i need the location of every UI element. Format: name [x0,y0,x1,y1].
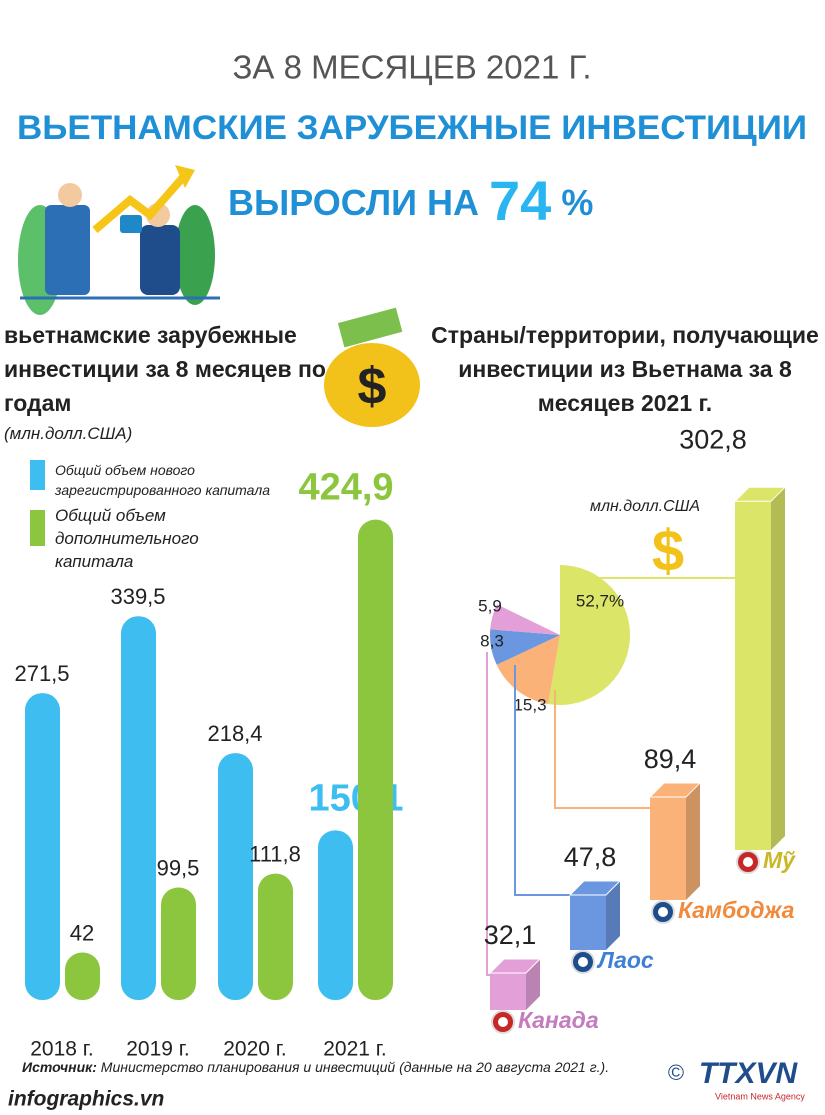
source-text: Министерство планирования и инвестиций (… [101,1059,609,1075]
bar-side-shade [686,783,700,900]
value-label: 42 [70,920,94,945]
legend-swatch [30,460,45,490]
value-label: 424,9 [298,467,393,509]
category-label: Камбоджа [678,897,795,923]
pie-slice [490,604,560,635]
value-label: 47,8 [564,842,617,872]
bar-side [606,880,620,950]
unit-label: млн.долл.США [590,498,701,515]
pie-slice [490,629,560,665]
legend-label: Общий объем нового зарегистрированного к… [55,462,270,498]
bar-side [526,959,540,1010]
chart1-title: вьетнамские зарубежные инвестиции за 8 м… [4,322,326,416]
svg-text:$: $ [358,358,387,416]
connector [514,665,570,896]
bar [570,894,606,950]
header-subtitle: ВЫРОСЛИ НА 74 % [228,169,593,232]
source: Источник: Министерство планирования и ин… [22,1059,609,1075]
bar [25,693,60,1000]
chart2-title: Страны/территории, получающие инвестиции… [431,322,819,416]
subtitle-text: ВЫРОСЛИ НА [228,182,479,223]
header-title: ВЬЕТНАМСКИЕ ЗАРУБЕЖНЫЕ ИНВЕСТИЦИИ [17,109,807,147]
bar [650,797,686,900]
x-tick-label: 2019 г. [126,1038,189,1061]
copyright: © [668,1060,684,1085]
slice-label: 8,3 [480,631,504,650]
flag-inner [578,957,588,967]
bar-top [488,958,542,974]
slice-label: 5,9 [478,596,502,615]
legend-label: Общий объем дополнительного капитала [55,506,199,571]
connector [554,690,650,809]
value-label: 99,5 [157,855,200,880]
svg-text:$: $ [652,518,684,583]
slice-label: 15,3 [513,695,546,714]
bar [161,887,196,1000]
bar-top [568,880,622,896]
pie-slice [496,635,560,704]
footer-site: infographics.vn [8,1088,164,1111]
value-label: 89,4 [644,744,697,774]
bar [258,873,293,1000]
illustration [18,165,220,315]
category-label: Mỹ [763,847,796,873]
bar [318,830,353,1000]
category-label: Лаос [596,947,654,973]
bar-side-shade [526,959,540,1010]
bar [490,973,526,1010]
legend-swatch [30,510,45,546]
pie-slice [548,565,630,705]
bar [218,753,253,1000]
logo: TTXVN [699,1057,799,1090]
connector [486,652,490,976]
value-label: 32,1 [484,920,537,950]
bar [65,952,100,1000]
flag-inner [498,1017,508,1027]
bar-top [733,486,787,502]
bar-side-shade [771,487,785,850]
source-label: Источник: [22,1059,97,1075]
value-label: 111,8 [249,841,301,866]
bar-side [771,487,785,850]
x-tick-label: 2018 г. [30,1038,93,1061]
bar-side [686,783,700,900]
bar [735,501,771,850]
dollar-sign: $ [652,518,684,583]
bar-top [648,782,702,798]
chart1-subtitle: (млн.долл.США) [4,424,133,443]
flag-inner [743,857,753,867]
money-bag: $ [324,307,420,427]
agency: Vietnam News Agency [715,1091,805,1101]
slice-label: 52,7% [576,591,624,610]
bar-side-shade [606,880,620,950]
header-top: ЗА 8 МЕСЯЦЕВ 2021 Г. [233,49,592,86]
subtitle-value: 74 [489,169,551,232]
flag-inner [658,907,668,917]
category-label: Канада [518,1007,599,1033]
bar [358,519,393,1000]
subtitle-unit: % [561,182,593,223]
x-tick-label: 2020 г. [223,1038,286,1061]
x-tick-label: 2021 г. [323,1038,386,1061]
bar [121,616,156,1000]
value-label: 271,5 [14,661,69,686]
value-label: 218,4 [207,721,262,746]
value-label: 302,8 [679,424,747,454]
value-label: 339,5 [110,584,165,609]
